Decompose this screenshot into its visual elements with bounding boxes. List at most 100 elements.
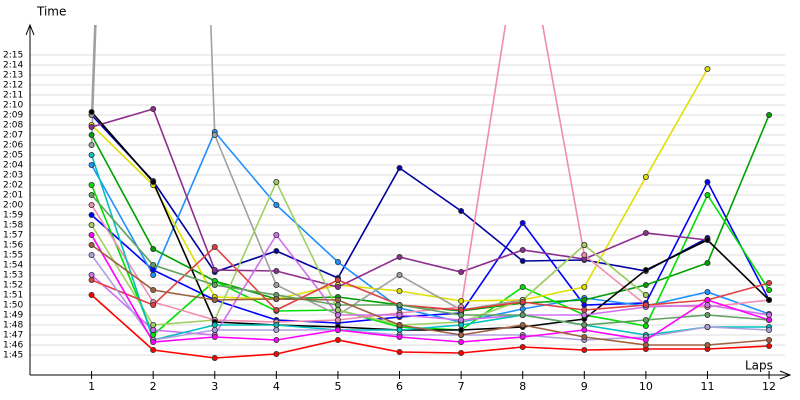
y-tick-label: 1:49 bbox=[3, 311, 23, 321]
x-tick-label: 12 bbox=[762, 380, 776, 393]
y-tick-label: 1:56 bbox=[3, 241, 23, 251]
point bbox=[458, 306, 465, 313]
axes bbox=[25, 23, 792, 380]
y-tick-label: 2:07 bbox=[3, 131, 23, 141]
point bbox=[150, 261, 157, 268]
x-tick-label: 4 bbox=[273, 380, 280, 393]
x-tick-label: 10 bbox=[639, 380, 653, 393]
point bbox=[396, 253, 403, 260]
point bbox=[88, 161, 95, 168]
point bbox=[150, 178, 157, 185]
series-line bbox=[91, 244, 770, 346]
y-tick-label: 2:09 bbox=[3, 111, 23, 121]
point bbox=[88, 276, 95, 283]
point bbox=[273, 247, 280, 254]
point bbox=[642, 322, 649, 329]
x-tick-label: 5 bbox=[334, 380, 341, 393]
point bbox=[211, 326, 218, 333]
point bbox=[704, 66, 711, 73]
point bbox=[150, 346, 157, 353]
point bbox=[211, 243, 218, 250]
y-tick-label: 2:15 bbox=[3, 51, 23, 61]
y-tick-label: 2:12 bbox=[3, 81, 23, 91]
point bbox=[88, 151, 95, 158]
y-tick-label: 1:58 bbox=[3, 221, 23, 231]
point bbox=[766, 112, 773, 119]
plot-area bbox=[88, 25, 773, 361]
y-tick-label: 2:04 bbox=[3, 161, 23, 171]
series-line bbox=[90, 180, 647, 326]
point bbox=[88, 181, 95, 188]
y-tick-label: 1:50 bbox=[3, 301, 23, 311]
point bbox=[519, 298, 526, 305]
point bbox=[581, 251, 588, 258]
point bbox=[519, 343, 526, 350]
point bbox=[396, 301, 403, 308]
point bbox=[273, 201, 280, 208]
point bbox=[458, 297, 465, 304]
y-tick-label: 1:51 bbox=[3, 291, 23, 301]
point bbox=[704, 311, 711, 318]
x-tick-label: 6 bbox=[396, 380, 403, 393]
point bbox=[211, 321, 218, 328]
point bbox=[519, 311, 526, 318]
point bbox=[642, 173, 649, 180]
y-tick-label: 1:54 bbox=[3, 261, 23, 271]
point bbox=[642, 291, 649, 298]
point bbox=[150, 338, 157, 345]
point bbox=[150, 321, 157, 328]
point bbox=[704, 191, 711, 198]
point bbox=[642, 266, 649, 273]
y-tick-label: 2:00 bbox=[3, 201, 23, 211]
point bbox=[334, 311, 341, 318]
point bbox=[704, 341, 711, 348]
point bbox=[519, 219, 526, 226]
point bbox=[150, 271, 157, 278]
point bbox=[273, 231, 280, 238]
point bbox=[581, 306, 588, 313]
y-tick-label: 2:05 bbox=[3, 151, 23, 161]
point bbox=[273, 178, 280, 185]
point bbox=[334, 316, 341, 323]
point bbox=[458, 207, 465, 214]
point bbox=[766, 279, 773, 286]
point bbox=[396, 271, 403, 278]
point bbox=[273, 336, 280, 343]
point bbox=[642, 336, 649, 343]
point bbox=[581, 346, 588, 353]
point bbox=[334, 306, 341, 313]
point bbox=[458, 321, 465, 328]
series-line bbox=[90, 130, 770, 323]
point bbox=[581, 283, 588, 290]
point bbox=[88, 291, 95, 298]
point bbox=[334, 301, 341, 308]
point bbox=[396, 333, 403, 340]
y-tick-label: 1:52 bbox=[3, 281, 23, 291]
y-tick-label: 2:10 bbox=[3, 101, 23, 111]
point bbox=[642, 281, 649, 288]
point bbox=[581, 333, 588, 340]
point bbox=[334, 258, 341, 265]
point bbox=[150, 301, 157, 308]
point bbox=[150, 326, 157, 333]
y-tick-label: 2:08 bbox=[3, 121, 23, 131]
y-tick-label: 1:57 bbox=[3, 231, 23, 241]
y-tick-label: 1:47 bbox=[3, 331, 23, 341]
point bbox=[88, 271, 95, 278]
point bbox=[704, 236, 711, 243]
point bbox=[88, 131, 95, 138]
point bbox=[642, 229, 649, 236]
point bbox=[150, 331, 157, 338]
series-line bbox=[91, 294, 770, 359]
y-axis-title: Time bbox=[36, 5, 66, 19]
point bbox=[519, 305, 526, 312]
x-axis-title: Laps bbox=[745, 359, 773, 373]
point bbox=[273, 281, 280, 288]
point bbox=[704, 296, 711, 303]
point bbox=[458, 268, 465, 275]
point bbox=[704, 259, 711, 266]
point bbox=[458, 316, 465, 323]
point bbox=[581, 311, 588, 318]
point bbox=[581, 241, 588, 248]
